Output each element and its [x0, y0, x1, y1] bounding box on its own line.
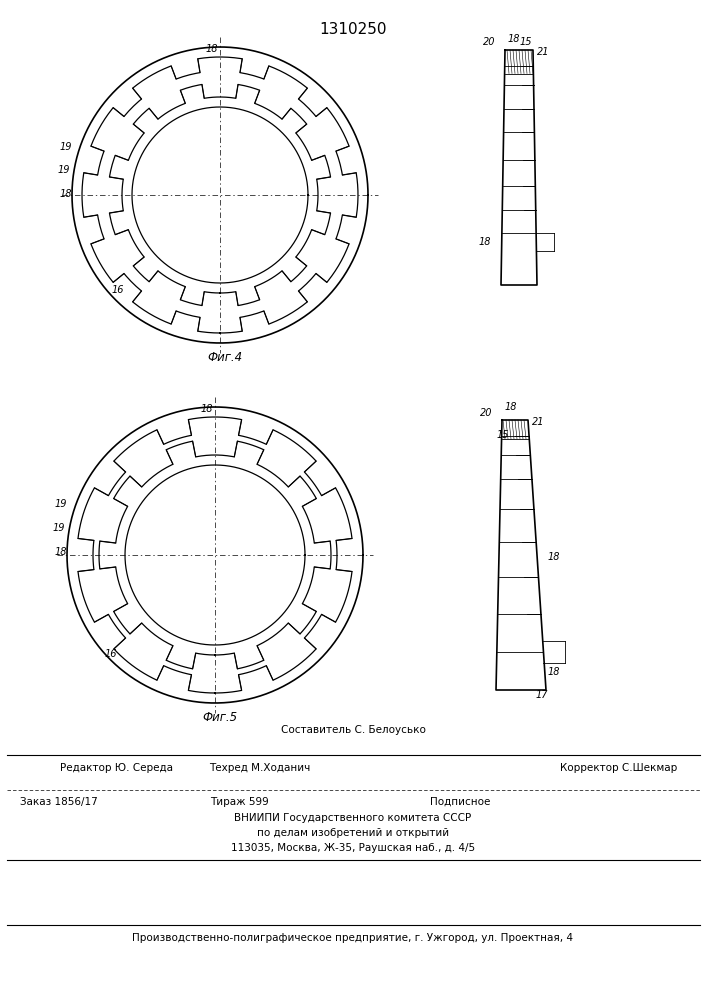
Text: 16: 16	[105, 649, 117, 659]
Text: 18: 18	[548, 552, 561, 562]
Text: Техред М.Ходанич: Техред М.Ходанич	[209, 763, 310, 773]
Text: Фиг.5: Фиг.5	[202, 711, 238, 724]
Text: Подписное: Подписное	[430, 797, 491, 807]
Text: по делам изобретений и открытий: по делам изобретений и открытий	[257, 828, 449, 838]
Text: ВНИИПИ Государственного комитета СССР: ВНИИПИ Государственного комитета СССР	[235, 813, 472, 823]
Text: 1310250: 1310250	[320, 22, 387, 37]
Text: 18: 18	[206, 44, 218, 54]
Text: Редактор Ю. Середа: Редактор Ю. Середа	[60, 763, 173, 773]
Text: 18: 18	[55, 547, 67, 557]
Text: 20: 20	[480, 408, 493, 418]
Text: 16: 16	[112, 285, 124, 295]
Text: 19: 19	[55, 499, 67, 509]
Text: 21: 21	[532, 417, 544, 427]
Text: Корректор С.Шекмар: Корректор С.Шекмар	[560, 763, 677, 773]
Text: Заказ 1856/17: Заказ 1856/17	[20, 797, 98, 807]
Text: Тираж 599: Тираж 599	[210, 797, 269, 807]
Text: 19: 19	[53, 523, 66, 533]
Text: 15: 15	[497, 430, 510, 440]
Text: 18: 18	[505, 402, 518, 412]
Text: 18: 18	[508, 34, 520, 44]
Text: Фиг.4: Фиг.4	[207, 351, 243, 364]
Text: 18: 18	[201, 404, 214, 414]
Text: 18: 18	[60, 189, 73, 199]
Text: 19: 19	[60, 142, 73, 152]
Text: Составитель С. Белоусько: Составитель С. Белоусько	[281, 725, 426, 735]
Text: 19: 19	[58, 165, 71, 175]
Text: 21: 21	[537, 47, 549, 57]
Text: 113035, Москва, Ж-35, Раушская наб., д. 4/5: 113035, Москва, Ж-35, Раушская наб., д. …	[231, 843, 475, 853]
Text: 18: 18	[479, 237, 491, 247]
Text: 17: 17	[536, 690, 549, 700]
Text: 15: 15	[520, 37, 532, 47]
Text: 18: 18	[548, 667, 561, 677]
Text: Производственно-полиграфическое предприятие, г. Ужгород, ул. Проектная, 4: Производственно-полиграфическое предприя…	[132, 933, 573, 943]
Text: 20: 20	[483, 37, 496, 47]
